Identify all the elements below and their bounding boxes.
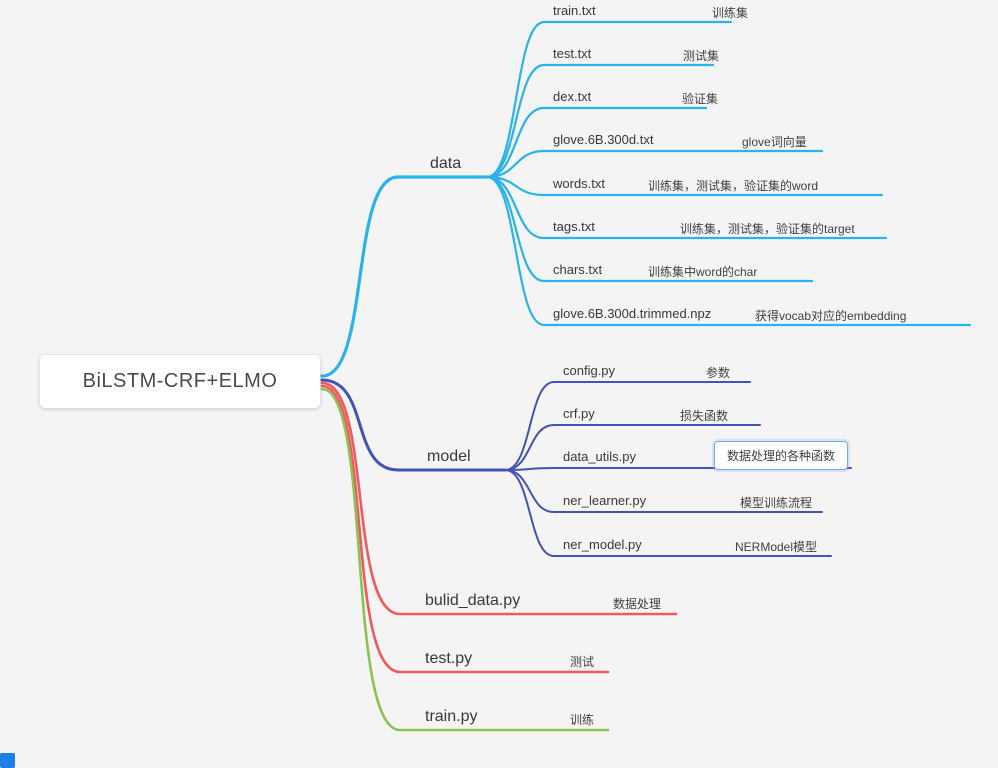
link-model-data-utils-py: [504, 467, 852, 471]
note-bulid-data-py[interactable]: 数据处理: [613, 597, 662, 611]
topic-ner-model-py[interactable]: ner_model.py: [563, 537, 642, 552]
link-data-test-txt: [485, 63, 715, 179]
topic-test-txt[interactable]: test.txt: [553, 46, 592, 61]
link-model-ner-model-py: [504, 469, 832, 557]
topic-model[interactable]: model: [427, 448, 471, 465]
note-words-txt[interactable]: 训练集，测试集，验证集的word: [648, 179, 819, 193]
topic-dex-txt[interactable]: dex.txt: [553, 89, 592, 104]
note-dex-txt[interactable]: 验证集: [682, 92, 719, 106]
note-test-txt[interactable]: 测试集: [683, 49, 720, 63]
link-test-py: [320, 384, 610, 674]
note-glove-txt[interactable]: glove词向量: [742, 135, 807, 149]
topic-bulid-data-py[interactable]: bulid_data.py: [425, 592, 521, 609]
topic-crf-py[interactable]: crf.py: [563, 406, 595, 421]
note-ner-model-py[interactable]: NERModel模型: [735, 540, 818, 554]
topic-test-py[interactable]: test.py: [425, 650, 473, 667]
topic-train-txt[interactable]: train.txt: [553, 3, 596, 18]
link-bulid-data-py: [320, 381, 678, 616]
note-trimmed-npz[interactable]: 获得vocab对应的embedding: [755, 309, 907, 323]
link-model: [320, 378, 507, 472]
note-tags-txt[interactable]: 训练集，测试集，验证集的target: [680, 222, 855, 236]
link-model-crf-py: [504, 424, 761, 471]
note-data-utils-py-selected[interactable]: 数据处理的各种函数: [714, 441, 849, 470]
topic-data[interactable]: data: [430, 155, 462, 172]
link-data: [320, 175, 489, 378]
topic-trimmed-npz[interactable]: glove.6B.300d.trimmed.npz: [553, 306, 712, 321]
root-topic-label: BiLSTM-CRF+ELMO: [82, 370, 278, 392]
link-model-config-py: [504, 381, 751, 471]
topic-chars-txt[interactable]: chars.txt: [553, 262, 603, 277]
topic-train-py[interactable]: train.py: [425, 708, 478, 725]
note-crf-py[interactable]: 损失函数: [680, 409, 729, 423]
link-data-train-txt: [485, 20, 733, 179]
root-topic[interactable]: BiLSTM-CRF+ELMO: [40, 355, 320, 408]
note-config-py[interactable]: 参数: [706, 366, 731, 380]
note-ner-learner-py[interactable]: 模型训练流程: [740, 496, 813, 510]
topic-config-py[interactable]: config.py: [563, 363, 616, 378]
app-corner-square: [0, 753, 15, 768]
topic-ner-learner-py[interactable]: ner_learner.py: [563, 493, 647, 508]
link-train-py: [320, 387, 610, 732]
link-data-dex-txt: [485, 106, 708, 179]
link-model-ner-learner-py: [504, 469, 823, 513]
note-data-utils-py-label: 数据处理的各种函数: [727, 449, 836, 463]
note-train-py[interactable]: 训练: [570, 713, 595, 727]
topic-data-utils-py[interactable]: data_utils.py: [563, 449, 636, 464]
note-train-txt[interactable]: 训练集: [712, 6, 749, 20]
link-data-words-txt: [485, 175, 884, 197]
topic-tags-txt[interactable]: tags.txt: [553, 219, 595, 234]
note-test-py[interactable]: 测试: [570, 655, 595, 669]
link-data-trimmed-npz: [485, 175, 972, 327]
note-chars-txt[interactable]: 训练集中word的char: [648, 265, 758, 279]
link-data-glove-txt: [485, 149, 824, 179]
link-data-tags-txt: [485, 175, 888, 240]
topic-glove-txt[interactable]: glove.6B.300d.txt: [553, 132, 654, 147]
topic-words-txt[interactable]: words.txt: [553, 176, 606, 191]
